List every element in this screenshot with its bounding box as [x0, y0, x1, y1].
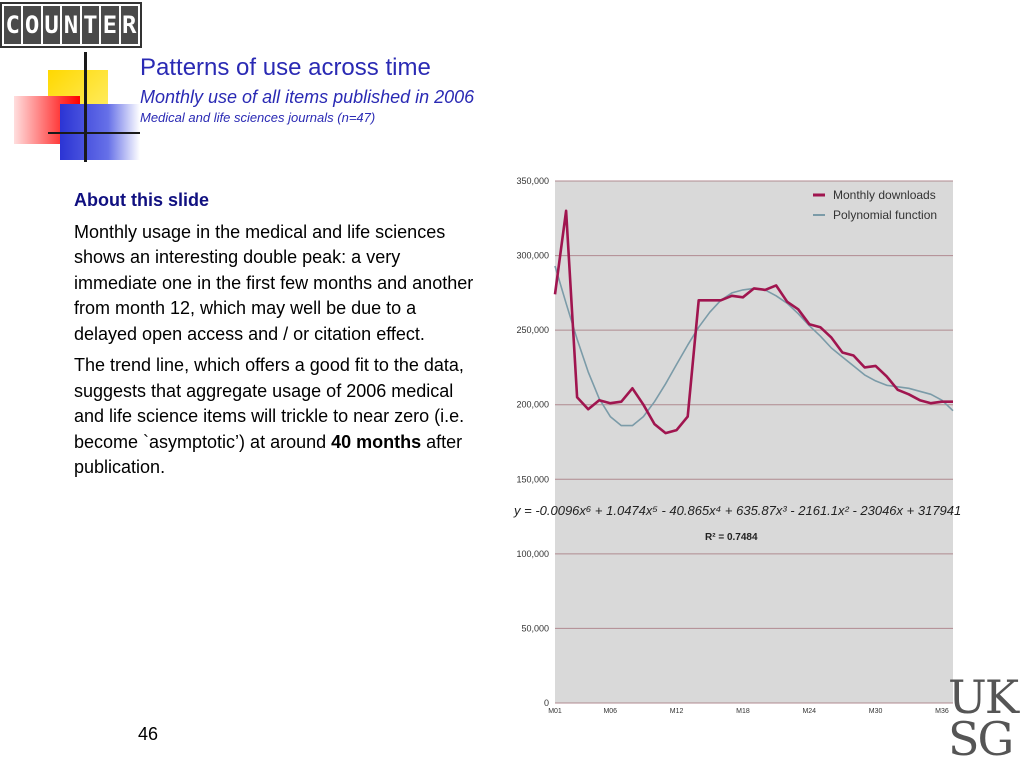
- y-tick-label: 150,000: [516, 474, 549, 484]
- chart-legend: Monthly downloads Polynomial function: [813, 188, 937, 222]
- uksg-logo: UK SG: [948, 670, 1020, 766]
- x-tick-label: M24: [802, 708, 816, 715]
- para2-text-end: after publication.: [74, 431, 463, 478]
- counter-logo-letter: R: [120, 6, 138, 44]
- body-paragraph-1: Monthly usage in the medical and life sc…: [74, 221, 474, 344]
- legend-label: Polynomial function: [833, 208, 937, 222]
- counter-logo-letter: N: [62, 6, 80, 44]
- series-lines: [553, 209, 954, 435]
- uksg-logo-line1: UK: [948, 670, 1019, 724]
- x-tick-label: M01: [548, 708, 562, 715]
- x-tick-label: M12: [670, 708, 684, 715]
- decorative-vertical-line: [84, 52, 87, 162]
- plot-background: [555, 181, 953, 703]
- x-axis-ticks: M01 M06 M12 M18 M24 M30 M36: [548, 708, 949, 715]
- gridlines: [555, 180, 953, 704]
- counter-logo-letter: U: [42, 6, 61, 44]
- para2-text-start: The trend line, which offers a good fit …: [74, 355, 465, 452]
- counter-logo-letter: T: [81, 6, 100, 44]
- slide-subsubtitle: Medical and life sciences journals (n=47…: [140, 110, 376, 125]
- decorative-horizontal-line: [48, 132, 140, 134]
- page-number: 46: [138, 724, 159, 744]
- counter-logo-letter: O: [23, 6, 41, 44]
- slide-subtitle: Monthly use of all items published in 20…: [140, 87, 475, 107]
- counter-logo-letter: C: [4, 6, 22, 44]
- about-heading: About this slide: [74, 190, 209, 210]
- y-tick-label: 300,000: [516, 251, 549, 261]
- slide-title: Patterns of use across time: [140, 54, 431, 81]
- x-tick-label: M06: [603, 708, 617, 715]
- y-tick-label: 200,000: [516, 400, 549, 410]
- body-paragraph-2: The trend line, which offers a good fit …: [74, 353, 478, 481]
- x-tick-label: M36: [935, 708, 949, 715]
- y-axis-ticks: 0 50,000 100,000 150,000 200,000 250,000 300,0…: [516, 176, 549, 708]
- y-tick-label: 50,000: [521, 623, 549, 633]
- para2-emphasis: 40 months: [331, 431, 422, 452]
- y-tick-label: 100,000: [516, 549, 549, 559]
- counter-logo-letter: E: [101, 6, 119, 44]
- slide-body: About this slide Monthly usage in the me…: [74, 188, 478, 487]
- legend-label: Monthly downloads: [833, 188, 936, 202]
- y-tick-label: 0: [544, 698, 549, 708]
- polynomial-equation: y = -0.0096x⁶ + 1.0474x⁵ - 40.865x⁴ + 63…: [513, 503, 961, 518]
- x-tick-label: M18: [736, 708, 750, 715]
- y-tick-label: 350,000: [516, 176, 549, 186]
- downloads-line: [553, 209, 953, 435]
- usage-chart: 0 50,000 100,000 150,000 200,000 250,000 300,0…: [513, 176, 961, 715]
- y-tick-label: 250,000: [516, 325, 549, 335]
- uksg-logo-line2: SG: [948, 712, 1014, 766]
- x-tick-label: M30: [869, 708, 883, 715]
- r-squared-label: R² = 0.7484: [705, 532, 758, 543]
